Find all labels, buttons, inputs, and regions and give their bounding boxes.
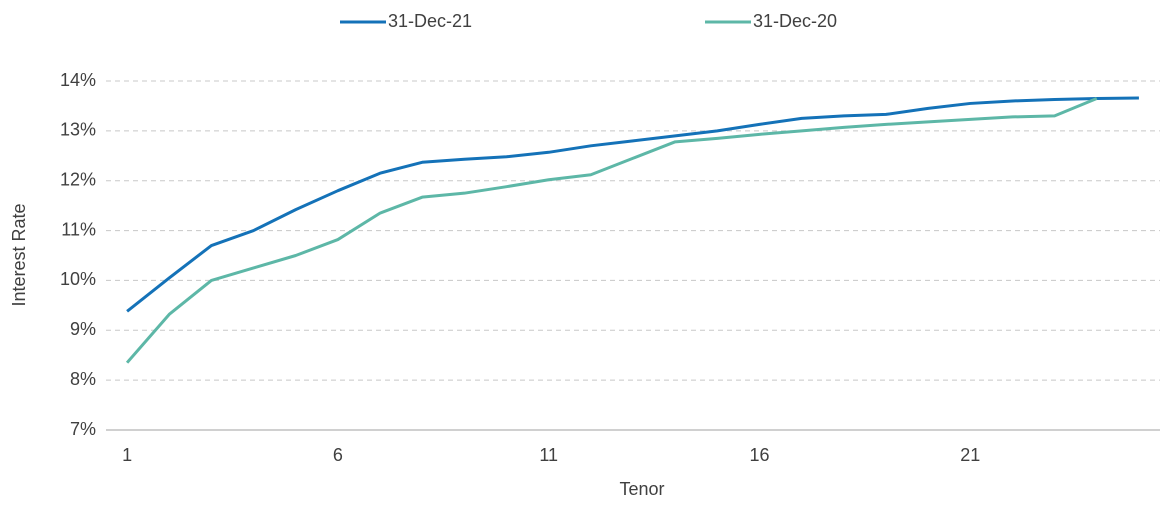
y-tick-label: 9% (70, 319, 96, 339)
x-tick-label: 11 (539, 445, 558, 465)
x-tick-label: 16 (749, 445, 769, 465)
x-axis-label: Tenor (619, 479, 664, 499)
line-series (125, 97, 1098, 364)
y-tick-label: 10% (60, 269, 96, 289)
y-tick-label: 14% (60, 70, 96, 90)
legend-label: 31-Dec-21 (388, 11, 472, 31)
x-tick-label: 6 (333, 445, 343, 465)
y-tick-label: 11% (61, 219, 96, 239)
y-tick-label: 13% (60, 120, 96, 140)
y-tick-label: 12% (60, 169, 96, 189)
y-tick-label: 7% (70, 419, 96, 439)
legend-label: 31-Dec-20 (753, 11, 837, 31)
y-axis-label: Interest Rate (9, 203, 29, 306)
y-tick-label: 8% (70, 369, 96, 389)
x-tick-label: 1 (122, 445, 132, 465)
line-series (126, 96, 1139, 313)
x-tick-label: 21 (960, 445, 980, 465)
